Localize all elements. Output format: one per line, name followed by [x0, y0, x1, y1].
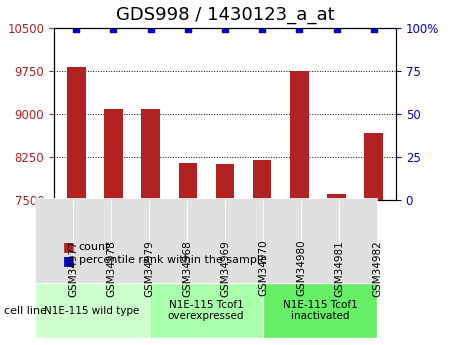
Point — [333, 27, 340, 32]
Bar — [290, 71, 309, 200]
Bar — [327, 194, 346, 200]
Text: N1E-115 wild type: N1E-115 wild type — [44, 306, 140, 315]
Text: GSM34968: GSM34968 — [182, 240, 192, 296]
Bar — [216, 165, 234, 200]
Title: GDS998 / 1430123_a_at: GDS998 / 1430123_a_at — [116, 6, 334, 23]
Point — [73, 27, 80, 32]
Text: GSM34970: GSM34970 — [258, 240, 268, 296]
Text: percentile rank within the sample: percentile rank within the sample — [79, 256, 266, 265]
Text: GSM34982: GSM34982 — [372, 240, 382, 296]
Point — [370, 27, 377, 32]
Bar — [141, 109, 160, 200]
Text: GSM34977: GSM34977 — [68, 240, 78, 296]
Bar — [253, 160, 271, 200]
Text: cell line: cell line — [4, 306, 48, 315]
Bar — [364, 134, 383, 200]
Text: ■: ■ — [63, 240, 75, 253]
Point — [296, 27, 303, 32]
Point — [259, 27, 266, 32]
Bar — [179, 163, 197, 200]
Point — [147, 27, 154, 32]
Text: count: count — [79, 242, 110, 252]
Point — [184, 27, 191, 32]
Text: GSM34978: GSM34978 — [106, 240, 116, 296]
Text: GSM34980: GSM34980 — [296, 240, 306, 296]
Point — [110, 27, 117, 32]
Text: ■: ■ — [63, 254, 75, 267]
Point — [221, 27, 229, 32]
Text: N1E-115 Tcof1
inactivated: N1E-115 Tcof1 inactivated — [283, 300, 357, 321]
Text: GSM34981: GSM34981 — [334, 240, 344, 296]
Text: GSM34969: GSM34969 — [220, 240, 230, 296]
Text: N1E-115 Tcof1
overexpressed: N1E-115 Tcof1 overexpressed — [168, 300, 244, 321]
Text: GSM34979: GSM34979 — [144, 240, 154, 296]
Bar — [104, 109, 123, 200]
Bar — [67, 67, 86, 200]
